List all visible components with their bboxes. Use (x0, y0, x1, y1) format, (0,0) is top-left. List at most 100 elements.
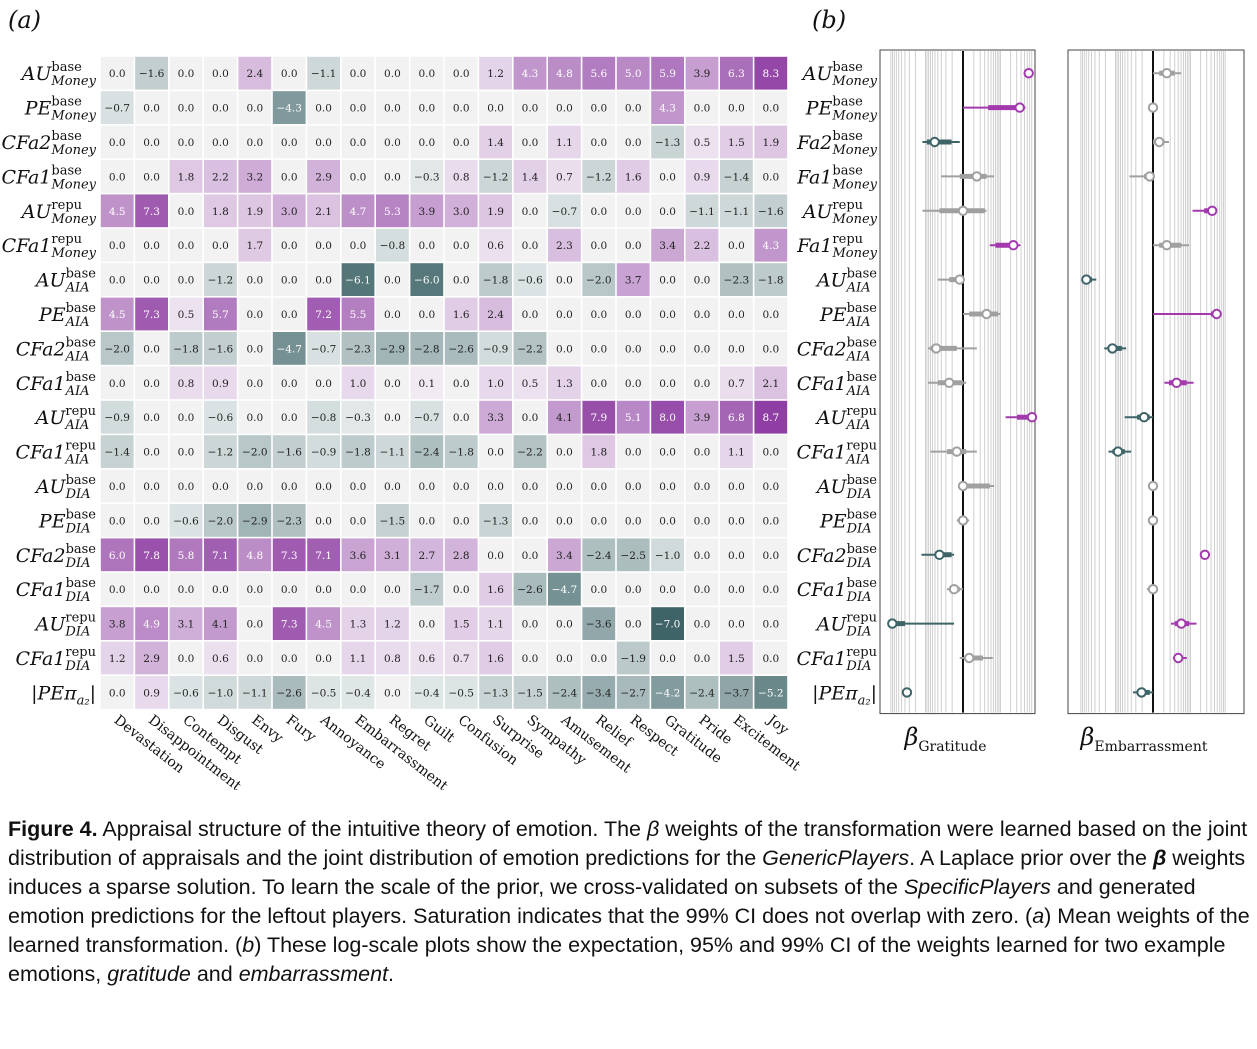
heatmap-cell-label: 4.5 (109, 309, 126, 321)
heatmap-cell-label: 3.2 (246, 171, 263, 183)
heatmap-cell (100, 194, 134, 228)
heatmap-cell-label: 0.0 (625, 447, 642, 459)
heatmap-cell (272, 676, 306, 709)
heatmap-cell (410, 538, 444, 572)
heatmap-cell (238, 297, 272, 331)
heatmap-cell (582, 504, 616, 537)
ci-row-label-text: CFa1base AIA (797, 370, 877, 399)
heatmap-cell (548, 400, 581, 434)
ci-panel-embarrassment: βEmbarrassment (1067, 49, 1245, 755)
heatmap-cell (376, 469, 409, 503)
heatmap-cell-label: −2.3 (724, 275, 750, 287)
heatmap-cell (272, 435, 306, 468)
heatmap-cell-label: 0.0 (522, 481, 539, 493)
heatmap-cell-label: 0.0 (522, 619, 539, 631)
heatmap-cell (651, 366, 684, 400)
heatmap-cell (720, 469, 753, 503)
heatmap-row: 0.0 0.0 0.0 0.0 1.7 0.0 0.0 0.0 −0.8 0.0 0.0 0.6 0.0… (100, 228, 788, 262)
ci-mean-point (1206, 205, 1218, 217)
ci-point-group (1153, 136, 1169, 148)
heatmap-cell-label: −7.0 (655, 619, 681, 631)
ci-row-label: AUbase AIA (815, 267, 877, 296)
heatmap-cell-label: 1.1 (728, 447, 745, 459)
heatmap-cell (616, 469, 650, 503)
heatmap-cell-label: 5.3 (384, 206, 401, 218)
heatmap-cell (754, 641, 788, 675)
heatmap-cell (479, 228, 512, 262)
heatmap-cell (341, 504, 375, 537)
heatmap-row-label-text: CFa1base Money (2, 163, 97, 192)
heatmap-cell-label: 0.0 (178, 240, 195, 252)
heatmap-cell-label: 0.0 (178, 103, 195, 115)
heatmap-cell (272, 469, 306, 503)
caption-text: ) These log-scale plots show the expecta… (8, 933, 1226, 986)
ci-mean-point (901, 687, 913, 698)
heatmap-cell (238, 400, 272, 434)
heatmap-cell-label: 2.8 (453, 550, 470, 562)
heatmap-cell (135, 504, 168, 537)
heatmap-cell (548, 366, 581, 400)
heatmap-cell-label: −0.7 (104, 103, 130, 115)
heatmap-cell-label: 0.0 (522, 515, 539, 527)
heatmap-cell (204, 194, 237, 228)
heatmap-cell (444, 469, 478, 503)
heatmap-cell (410, 125, 444, 159)
heatmap-cell-label: 5.7 (212, 309, 229, 321)
heatmap-cell-label: −0.3 (414, 171, 440, 183)
heatmap-cell (272, 297, 306, 331)
ci-point-group (959, 652, 993, 664)
heatmap-cell (685, 194, 719, 228)
heatmap-cell (238, 160, 272, 193)
heatmap-cell (100, 538, 134, 572)
heatmap-cell-label: 0.0 (762, 619, 779, 631)
heatmap-cell (307, 641, 340, 675)
ci-point-group (922, 136, 960, 148)
heatmap-cell (410, 400, 444, 434)
heatmap-cell (341, 400, 375, 434)
heatmap-cell (238, 435, 272, 468)
ci-point-group (927, 343, 977, 354)
heatmap-cell (376, 641, 409, 675)
heatmap-cell (100, 297, 134, 331)
heatmap-cell-label: 3.9 (418, 206, 435, 218)
heatmap-cell (135, 91, 168, 124)
heatmap-cell (582, 676, 616, 709)
heatmap-cell-label: 0.0 (762, 653, 779, 665)
heatmap-cell (135, 297, 168, 331)
heatmap-cell-label: 6.0 (109, 550, 126, 562)
heatmap-cell-label: 1.7 (246, 240, 263, 252)
heatmap-cell-label: −1.6 (139, 68, 165, 80)
heatmap-cell (616, 91, 650, 124)
heatmap-cell (651, 400, 684, 434)
ci-row-label-text: AUbase DIA (815, 473, 877, 502)
heatmap-cell (513, 194, 547, 228)
heatmap-cell-label: 0.0 (109, 481, 126, 493)
heatmap-cell-label: 4.8 (556, 68, 573, 80)
heatmap-cell (410, 607, 444, 640)
ci-mean-point (1176, 618, 1187, 629)
heatmap-cell (341, 263, 375, 296)
ci-point-group (1192, 205, 1218, 217)
heatmap-row: −1.4 0.0 0.0 −1.2 −2.0 −1.6 −0.9 −1.8 −1.1 −2.4 −1… (100, 435, 788, 468)
heatmap-cell-label: −0.6 (208, 412, 234, 424)
heatmap-cell (548, 56, 581, 90)
ci-point-group (930, 446, 977, 457)
ci-mean-point (934, 549, 945, 560)
heatmap-cell-label: 0.0 (556, 309, 573, 321)
heatmap-row-label-text: AUbase Money (20, 60, 97, 89)
heatmap-cell-label: −1.6 (276, 447, 302, 459)
heatmap-cell-label: 0.8 (453, 171, 470, 183)
heatmap-cell-label: 1.6 (487, 653, 504, 665)
heatmap-cell-label: −2.6 (517, 584, 543, 596)
heatmap-cell (238, 641, 272, 675)
heatmap-cell (272, 366, 306, 400)
heatmap-cell (685, 435, 719, 468)
ci-mean-point (1211, 308, 1222, 320)
heatmap-cell (169, 263, 203, 296)
heatmap-cell-label: 0.5 (522, 378, 539, 390)
heatmap-row-label-text: CFa1base DIA (16, 576, 97, 605)
heatmap-cell (444, 160, 478, 193)
heatmap-cell (548, 125, 581, 159)
caption-embarrassment: embarrassment (238, 962, 389, 986)
heatmap-cell (513, 297, 547, 331)
